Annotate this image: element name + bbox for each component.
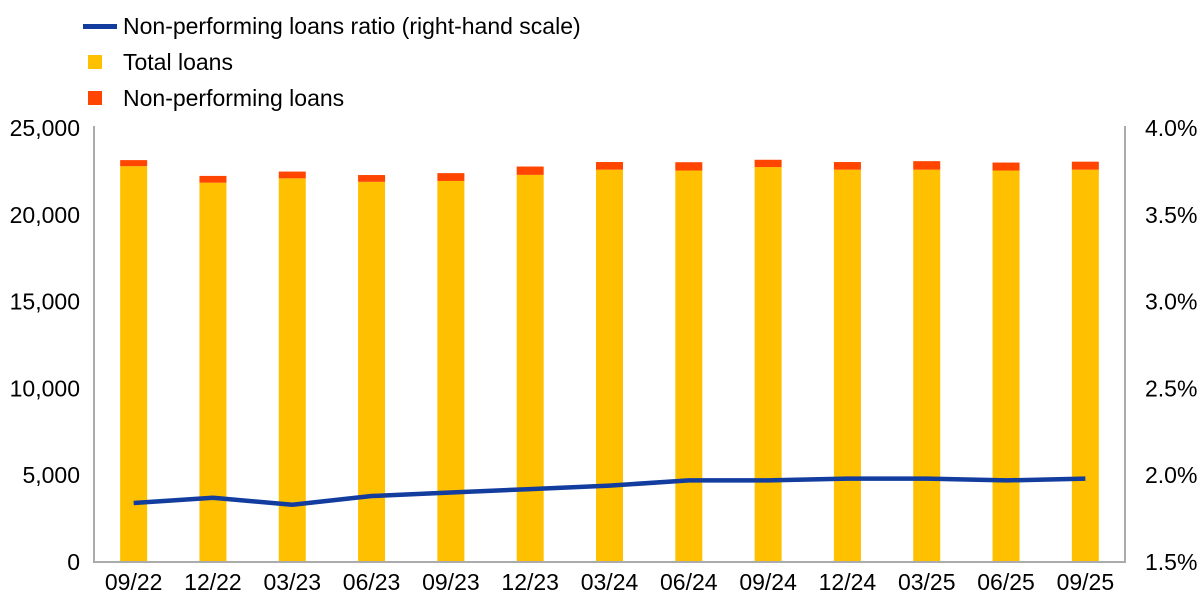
- total-loans-bar: [754, 167, 782, 562]
- y-left-tick-label: 15,000: [10, 289, 80, 315]
- legend-item-non-performing-loans: Non-performing loans: [83, 80, 581, 116]
- total-loans-bar: [833, 169, 861, 562]
- total-loans-bar: [675, 170, 703, 563]
- non-performing-loans-bar: [120, 160, 148, 167]
- x-tick-label: 06/23: [343, 569, 401, 595]
- non-performing-loans-bar: [358, 175, 386, 182]
- chart-legend: Non-performing loans ratio (right-hand s…: [83, 8, 581, 116]
- x-tick-label: 03/23: [263, 569, 321, 595]
- non-performing-loans-bar: [516, 166, 544, 175]
- y-left-tick-label: 25,000: [10, 115, 80, 141]
- y-left-tick-label: 10,000: [10, 375, 80, 401]
- total-loans-bar: [437, 180, 465, 562]
- x-tick-label: 09/23: [422, 569, 480, 595]
- legend-label-total-loans: Total loans: [123, 48, 233, 75]
- non-performing-loans-bar: [199, 175, 227, 183]
- total-loans-bar: [596, 169, 623, 562]
- non-performing-loans-bar: [278, 171, 306, 179]
- x-tick-label: 03/25: [898, 569, 956, 595]
- x-tick-label: 06/24: [660, 569, 718, 595]
- x-tick-label: 12/23: [501, 569, 559, 595]
- line-swatch-icon: [83, 23, 117, 29]
- legend-label-non-performing-loans: Non-performing loans: [123, 84, 345, 111]
- legend-item-npl-ratio: Non-performing loans ratio (right-hand s…: [83, 8, 581, 44]
- x-tick-label: 03/24: [581, 569, 639, 595]
- total-loans-bar: [120, 166, 148, 562]
- x-tick-label: 12/22: [184, 569, 242, 595]
- non-performing-loans-bar: [437, 173, 465, 181]
- non-performing-loans-bar: [675, 162, 703, 171]
- y-right-tick-label: 4.0%: [1145, 115, 1197, 141]
- square-swatch-icon: [88, 55, 102, 69]
- y-right-tick-label: 1.5%: [1145, 549, 1197, 575]
- y-right-tick-label: 3.5%: [1145, 202, 1197, 228]
- x-tick-label: 06/25: [977, 569, 1035, 595]
- x-tick-label: 09/22: [105, 569, 163, 595]
- square-swatch-icon: [88, 91, 102, 105]
- x-tick-label: 09/24: [739, 569, 797, 595]
- non-performing-loans-bar: [992, 162, 1020, 171]
- non-performing-loans-bar: [754, 159, 782, 168]
- total-loans-bar: [992, 170, 1020, 563]
- total-loans-bar: [913, 169, 941, 562]
- total-loans-bar: [199, 182, 227, 562]
- y-left-tick-label: 20,000: [10, 202, 80, 228]
- y-left-tick-label: 0: [67, 549, 80, 575]
- y-right-tick-label: 2.0%: [1145, 462, 1197, 488]
- total-loans-bar: [516, 174, 544, 562]
- legend-label-npl-ratio: Non-performing loans ratio (right-hand s…: [123, 12, 581, 39]
- non-performing-loans-bar: [596, 162, 623, 170]
- legend-item-total-loans: Total loans: [83, 44, 581, 80]
- npl-ratio-line: [133, 476, 1086, 507]
- total-loans-bar: [1071, 169, 1099, 562]
- y-left-tick-label: 5,000: [22, 462, 80, 488]
- right-axis-labels: 1.5% 2.0% 2.5% 3.0% 3.5% 4.0%: [1145, 115, 1197, 575]
- x-tick-label: 09/25: [1057, 569, 1115, 595]
- total-loans-bar: [278, 178, 306, 562]
- y-right-tick-label: 2.5%: [1145, 375, 1197, 401]
- y-right-tick-label: 3.0%: [1145, 289, 1197, 315]
- x-tick-label: 12/24: [819, 569, 877, 595]
- non-performing-loans-bar: [1071, 161, 1099, 170]
- x-axis-labels: 09/22 12/22 03/23 06/23 09/23 12/23 03/24 06/24…: [105, 569, 1114, 595]
- total-loans-bar: [358, 181, 386, 563]
- non-performing-loans-bar: [913, 161, 941, 170]
- left-axis-labels: 0 5,000 10,000 15,000 20,000 25,000: [10, 115, 80, 575]
- non-performing-loans-bar: [833, 162, 861, 170]
